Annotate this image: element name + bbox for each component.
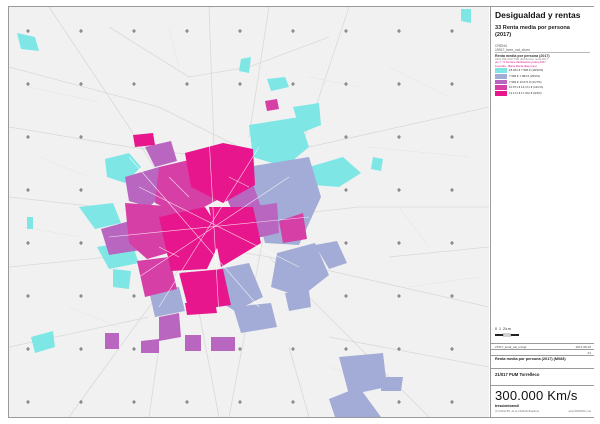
legend-row: 18.001 € 7.984 € (18/32%) [495, 68, 590, 73]
legend-swatch [495, 79, 507, 85]
legend: Renta media por persona (2017) Atlas INE… [495, 52, 590, 96]
road-network [9, 7, 489, 417]
layer-name: CRENU [495, 44, 508, 48]
layer-file: 19917_torre_cat_choro [495, 48, 531, 52]
subtitle-line-1: 33 Renta media por persona [495, 25, 570, 31]
divider [491, 343, 594, 344]
legend-row: 7.983 € 7.984 € (25/4%) [495, 74, 590, 79]
legend-title: Renta media por persona (2017) [495, 54, 550, 58]
layout-date: 2017-05-16 [575, 345, 591, 349]
legend-label: 10.071 € 12.171 € (14/1%) [509, 85, 544, 90]
legend-label: 7.983 € 7.984 € (25/4%) [509, 74, 541, 79]
class-5-areas [133, 133, 261, 315]
legend-swatch [495, 85, 507, 91]
map-subtitle: 33 Renta media por persona (2017) [495, 25, 591, 38]
scale-label: 0 1 2km [495, 327, 512, 331]
divider [491, 355, 594, 356]
choropleth-map[interactable] [9, 7, 489, 417]
credits-url: www.300000km.net [568, 410, 591, 413]
scale-bar-icon [495, 333, 519, 337]
map-caption: Renta media por persona (2017) (M083) [495, 357, 566, 361]
subtitle-line-2: (2017) [495, 31, 512, 38]
brand-name: trescientosmil [495, 404, 519, 408]
legend-label: 18.001 € 7.984 € (18/32%) [509, 68, 544, 73]
legend-swatch [495, 68, 507, 73]
street-blocks [108, 136, 310, 318]
divider [491, 368, 594, 369]
brand-speed: 300.000 Km/s [495, 388, 578, 403]
class-2-areas [149, 157, 403, 417]
legend-meta-3: Leyenda - Barra Renta (Esp.ines) [495, 63, 537, 68]
legend-meta-1: Atlas INE 2017 INE distribucion renta 20… [495, 57, 549, 61]
legend-label: 7.984 € 10.071 € (21/7%) [509, 79, 542, 84]
divider [491, 385, 594, 386]
map-sheet: Desigualdad y rentas 33 Renta media por … [8, 6, 594, 418]
layout-id: 27017_local_cat_ortogr [495, 345, 527, 349]
legend-row: 10.071 € 12.171 € (14/1%) [495, 85, 590, 91]
legend-label: 12.171 € 17.102 € (9/4%) [509, 91, 542, 96]
class-1-areas [17, 9, 471, 353]
legend-swatch [495, 74, 507, 79]
plan-name: 21/017 PUM Torrelleco [495, 372, 540, 377]
sheet-number: 01 [587, 351, 591, 355]
legend-meta-2: (a) = * 5 fuentes clasificacion jerarq 2… [495, 60, 546, 65]
credits: (C) Pablo BS, de la CIUDAD Boadona [495, 410, 539, 413]
legend-swatch [495, 91, 507, 96]
legend-row: 12.171 € 17.102 € (9/4%) [495, 91, 590, 96]
map-title: Desigualdad y rentas [495, 10, 581, 20]
map-canvas [9, 7, 489, 417]
legend-panel: Desigualdad y rentas 33 Renta media por … [490, 7, 594, 417]
legend-row: 7.984 € 10.071 € (21/7%) [495, 79, 590, 85]
divider [491, 349, 594, 350]
